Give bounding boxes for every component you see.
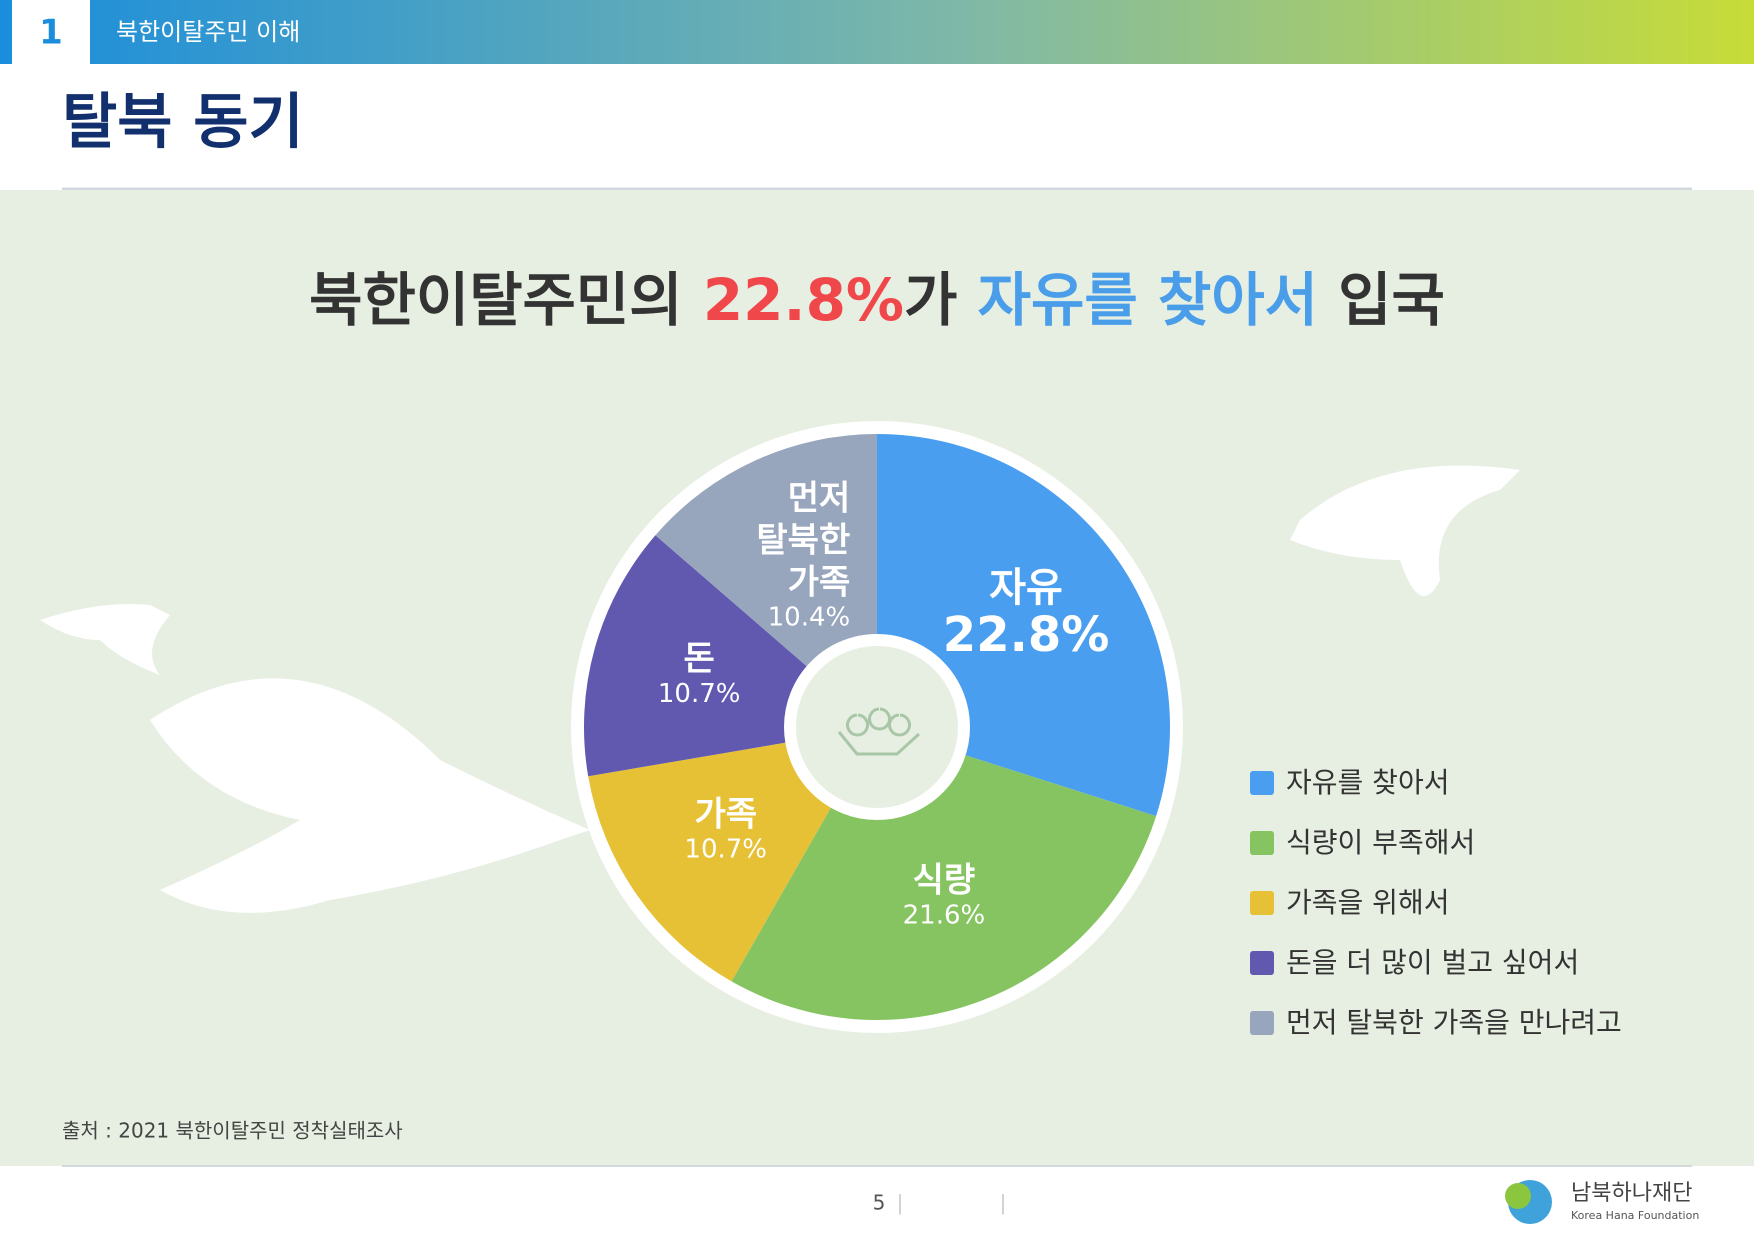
legend-swatch xyxy=(1250,831,1274,855)
headline-part: 자유를 찾아서 xyxy=(978,266,1318,334)
legend-label: 자유를 찾아서 xyxy=(1286,766,1449,799)
dove-illustration xyxy=(40,465,1520,913)
value-label: 22.8% xyxy=(943,607,1110,663)
header-bar xyxy=(0,0,1754,64)
section-number: 1 xyxy=(39,13,63,53)
value-label: 21.6% xyxy=(903,901,986,931)
value-label: 10.7% xyxy=(684,834,767,864)
pie-slice xyxy=(655,434,877,671)
section-box xyxy=(12,0,90,64)
pie-slice xyxy=(731,753,1157,1020)
page-bar: | xyxy=(1000,1191,1007,1215)
value-label: 10.4% xyxy=(768,603,851,633)
slice-label: 자유 xyxy=(989,565,1063,611)
logo-mark xyxy=(1505,1183,1531,1209)
legend-label: 먼저 탈북한 가족을 만나려고 xyxy=(1286,1006,1622,1039)
headline-part: 입국 xyxy=(1318,266,1445,334)
headline-part: 북한이탈주민의 xyxy=(309,266,703,334)
pie-slice xyxy=(584,535,812,777)
section-title: 북한이탈주민 이해 xyxy=(116,18,300,46)
legend-swatch xyxy=(1250,1011,1274,1035)
slice-label: 탈북한 xyxy=(756,521,850,561)
legend-label: 가족을 위해서 xyxy=(1286,886,1449,919)
slice-label: 식량 xyxy=(913,861,976,901)
headline-part: 22.8% xyxy=(703,266,904,334)
legend-swatch xyxy=(1250,771,1274,795)
headline-part: 가 xyxy=(904,266,978,334)
slice-label: 가족 xyxy=(788,563,851,603)
slice-label: 먼저 xyxy=(788,479,851,519)
value-label: 10.7% xyxy=(658,679,741,709)
center-icon xyxy=(837,707,921,756)
slice-label: 돈 xyxy=(684,639,715,679)
page-title: 탈북 동기 xyxy=(62,88,304,158)
logo-subtitle: Korea Hana Foundation xyxy=(1571,1209,1699,1222)
logo-name: 남북하나재단 xyxy=(1571,1181,1692,1206)
legend-label: 식량이 부족해서 xyxy=(1286,826,1475,859)
legend-swatch xyxy=(1250,891,1274,915)
chart: 북한이탈주민의 22.8%가 자유를 찾아서 입국자유22.8%식량21.6%가… xyxy=(309,266,1622,1039)
headline: 북한이탈주민의 22.8%가 자유를 찾아서 입국 xyxy=(309,266,1445,334)
pie-slice xyxy=(877,434,1170,817)
slice-label: 가족 xyxy=(694,794,757,834)
page-number: 5 xyxy=(873,1191,886,1215)
pie-slice xyxy=(588,741,834,982)
page-bar: | xyxy=(897,1191,904,1215)
legend-swatch xyxy=(1250,951,1274,975)
source: 출처 : 2021 북한이탈주민 정착실태조사 xyxy=(62,1119,403,1143)
pie-hole xyxy=(784,634,970,820)
legend-label: 돈을 더 많이 벌고 싶어서 xyxy=(1286,946,1579,979)
